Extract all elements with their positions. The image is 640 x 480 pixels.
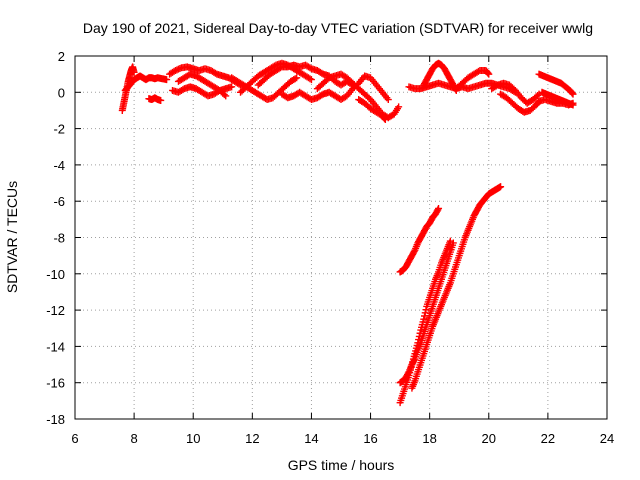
grid-lines xyxy=(75,56,607,419)
data-point xyxy=(410,248,418,256)
data-points xyxy=(118,59,577,407)
series-arc-18 xyxy=(535,70,577,98)
y-tick-label: -2 xyxy=(53,122,65,137)
data-point xyxy=(228,83,236,91)
y-tick-label: -18 xyxy=(46,412,65,427)
y-tick-label: 0 xyxy=(58,85,65,100)
x-tick-label: 16 xyxy=(363,431,377,446)
data-point xyxy=(569,90,577,98)
series-arc-14 xyxy=(420,59,460,94)
y-tick-label: -16 xyxy=(46,376,65,391)
data-point xyxy=(222,92,230,100)
x-tick-label: 22 xyxy=(541,431,555,446)
data-point xyxy=(485,70,493,78)
series-arc-16 xyxy=(488,79,543,107)
y-tick-label: -6 xyxy=(53,194,65,209)
series-arc-7 xyxy=(228,74,301,104)
y-tick-label: 2 xyxy=(58,49,65,64)
data-point xyxy=(384,96,392,104)
data-point xyxy=(163,76,171,84)
x-tick-label: 6 xyxy=(71,431,78,446)
x-tick-label: 8 xyxy=(130,431,137,446)
x-axis-label: GPS time / hours xyxy=(288,457,395,473)
series-arc-24 xyxy=(408,183,505,392)
data-point xyxy=(157,96,165,104)
data-point xyxy=(534,91,542,99)
data-point xyxy=(291,75,299,83)
x-axis-tick-labels: 6 8 10 12 14 16 18 20 22 24 xyxy=(71,431,614,446)
x-tick-label: 10 xyxy=(186,431,200,446)
series-arc-6 xyxy=(174,70,230,100)
data-point xyxy=(395,103,403,111)
y-tick-label: -10 xyxy=(46,267,65,282)
series-arc-11 xyxy=(313,70,403,122)
series-arc-9 xyxy=(254,61,357,89)
x-tick-label: 20 xyxy=(482,431,496,446)
data-point xyxy=(497,183,505,191)
data-point xyxy=(293,74,301,82)
series-arc-12 xyxy=(355,96,389,124)
data-point xyxy=(220,91,228,99)
x-tick-label: 18 xyxy=(422,431,436,446)
data-point xyxy=(404,369,412,377)
y-tick-label: -14 xyxy=(46,339,65,354)
data-point xyxy=(410,356,418,364)
chart-title: Day 190 of 2021, Sidereal Day-to-day VTE… xyxy=(83,20,593,36)
data-point xyxy=(449,239,457,247)
series-arc-15 xyxy=(452,67,493,93)
data-point xyxy=(422,306,430,314)
data-point xyxy=(130,68,138,76)
y-axis-tick-labels: -18 -16 -14 -12 -10 -8 -6 -4 -2 0 2 xyxy=(46,49,65,427)
series-arc-3 xyxy=(145,94,165,104)
data-point xyxy=(484,69,492,77)
x-tick-label: 24 xyxy=(600,431,614,446)
x-tick-label: 12 xyxy=(245,431,259,446)
data-point xyxy=(420,315,428,323)
series-arc-2 xyxy=(121,72,171,94)
data-point xyxy=(434,206,442,214)
x-tick-label: 14 xyxy=(304,431,318,446)
data-point xyxy=(381,116,389,124)
data-point xyxy=(307,76,315,84)
series-arc-23 xyxy=(396,239,457,387)
axis-ticks xyxy=(74,55,608,420)
y-tick-label: -12 xyxy=(46,303,65,318)
data-point xyxy=(435,204,443,212)
series-arc-20 xyxy=(535,96,577,109)
data-point xyxy=(381,115,389,123)
y-tick-label: -8 xyxy=(53,231,65,246)
data-point xyxy=(306,75,314,83)
data-point xyxy=(568,89,576,97)
series-arc-21 xyxy=(396,204,443,276)
data-point xyxy=(569,99,577,107)
y-tick-label: -4 xyxy=(53,158,65,173)
y-axis-label: SDTVAR / TECUs xyxy=(4,181,20,293)
